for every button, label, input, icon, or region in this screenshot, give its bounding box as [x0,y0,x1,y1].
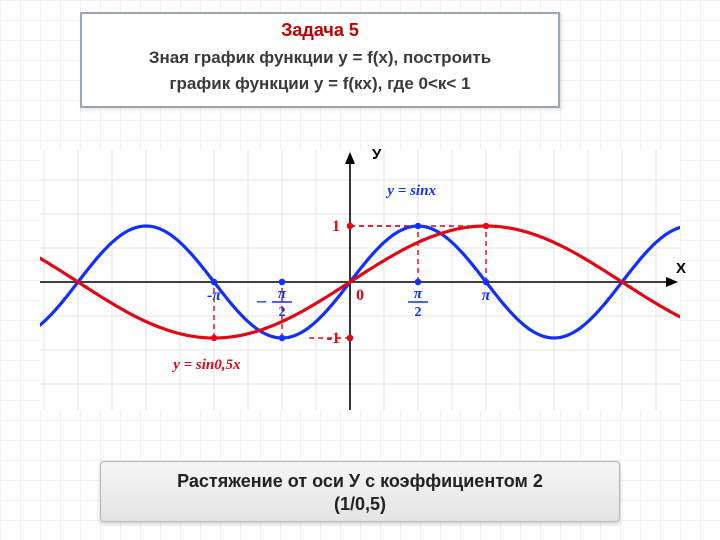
svg-text:-1: -1 [327,330,340,347]
problem-box: Задача 5 Зная график функции у = f(х), п… [80,12,560,108]
svg-text:2: 2 [415,305,422,320]
svg-text:–: – [256,290,267,310]
conclusion-line1: Растяжение от оси У с коэффициентом 2 [111,470,609,493]
chart-container: У Х y = sinxy = sin0,5x1-1-ππ2–0π2π [40,150,680,410]
problem-text-1: Зная график функции у = f(х), построить [94,45,546,71]
problem-text-2: график функции у = f(кх), где 0<к< 1 [94,71,546,97]
svg-text:0: 0 [356,287,364,304]
conclusion-box: Растяжение от оси У с коэффициентом 2 (1… [100,461,620,522]
x-axis-label: Х [676,260,686,277]
svg-text:-π: -π [207,287,222,304]
conclusion-line2: (1/0,5) [111,493,609,516]
y-axis-label: У [372,146,381,163]
svg-text:y = sinx: y = sinx [385,183,436,199]
svg-text:π: π [278,286,287,302]
problem-title: Задача 5 [94,20,546,41]
svg-text:π: π [482,287,492,304]
svg-text:y = sin0,5x: y = sin0,5x [171,357,241,373]
svg-text:1: 1 [332,218,340,235]
chart-svg: y = sinxy = sin0,5x1-1-ππ2–0π2π [40,150,680,410]
svg-text:π: π [414,286,423,302]
svg-text:2: 2 [279,305,286,320]
